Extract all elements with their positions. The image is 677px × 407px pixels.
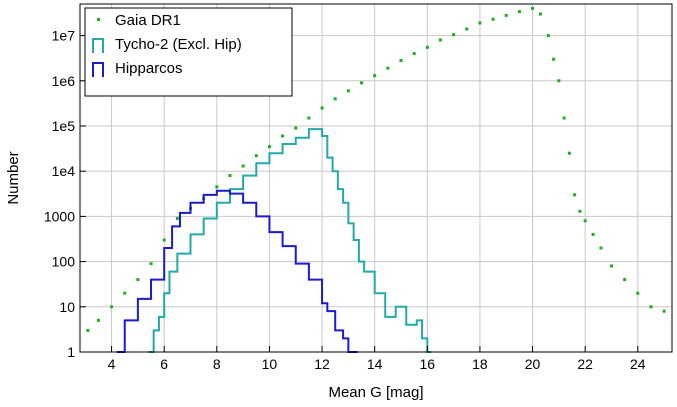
data-point [215, 185, 219, 189]
data-point [438, 38, 442, 42]
data-point [478, 21, 482, 25]
y-tick-label: 10 [59, 299, 75, 315]
data-point [562, 116, 566, 120]
x-tick-label: 12 [314, 356, 330, 372]
data-point [546, 34, 550, 38]
data-point [162, 238, 166, 242]
data-point [399, 59, 403, 63]
data-point [552, 57, 556, 61]
x-tick-label: 4 [108, 356, 116, 372]
data-point [649, 305, 653, 309]
legend-marker [92, 62, 104, 77]
series-tycho2 [148, 128, 432, 353]
x-tick-label: 14 [367, 356, 383, 372]
data-point [333, 97, 337, 101]
data-point [123, 291, 127, 295]
data-point [636, 291, 640, 295]
data-point [583, 219, 587, 223]
legend-label: Hipparcos [115, 60, 183, 77]
legend-items: Gaia DR1 Tycho-2 (Excl. Hip) Hipparcos [92, 12, 242, 77]
data-point [281, 134, 285, 138]
series-hipparcos [116, 189, 358, 353]
y-tick-label: 1000 [44, 208, 75, 224]
y-tick-label: 1 [67, 344, 75, 360]
data-point [538, 12, 542, 16]
y-tick-label: 1e6 [52, 73, 76, 89]
data-point [149, 262, 153, 266]
data-point [591, 232, 595, 236]
y-tick-label: 1e4 [52, 163, 76, 179]
data-point [373, 74, 377, 78]
data-point [517, 10, 521, 14]
series-layer [86, 6, 666, 353]
x-tick-label: 16 [420, 356, 436, 372]
y-tick-label: 1e7 [52, 28, 76, 44]
data-point [662, 309, 666, 313]
data-point [320, 106, 324, 110]
data-point [599, 246, 603, 250]
data-point [110, 305, 114, 309]
data-point [86, 328, 90, 332]
data-point [267, 145, 271, 149]
data-point [573, 193, 577, 197]
x-tick-label: 22 [577, 356, 593, 372]
data-point [228, 174, 232, 178]
x-tick-label: 18 [472, 356, 488, 372]
data-point [175, 216, 179, 220]
data-point [425, 45, 429, 49]
data-point [241, 164, 245, 168]
data-point [567, 151, 571, 155]
x-axis-label: Mean G [mag] [328, 384, 423, 401]
data-point [307, 116, 311, 120]
data-point [465, 27, 469, 31]
data-point [412, 52, 416, 56]
data-point [504, 13, 508, 17]
x-tick-label: 24 [630, 356, 646, 372]
data-point [346, 89, 350, 93]
data-point [294, 126, 298, 130]
data-point [360, 81, 364, 85]
y-tick-label: 100 [52, 254, 76, 270]
legend: Gaia DR1 Tycho-2 (Excl. Hip) Hipparcos [84, 7, 293, 97]
data-point [386, 66, 390, 70]
data-point [491, 17, 495, 21]
y-tick-label: 1e5 [52, 118, 76, 134]
data-point [623, 278, 627, 282]
x-tick-label: 10 [262, 356, 278, 372]
data-point [557, 79, 561, 83]
data-point [452, 33, 456, 37]
ticks: 4 6 8 10 12 14 16 18 20 22 24 1 10 100 1000 1e4 1e5 1e6 1e… [44, 28, 646, 372]
data-point [609, 264, 613, 268]
y-axis-label: Number [5, 151, 22, 204]
data-point [578, 209, 582, 213]
legend-label: Tycho-2 (Excl. Hip) [115, 36, 242, 53]
legend-label: Gaia DR1 [115, 12, 181, 29]
legend-marker [92, 38, 104, 53]
plot-frame [79, 3, 673, 353]
grid [80, 4, 672, 352]
legend-marker [97, 18, 100, 21]
data-point [254, 154, 258, 158]
series-gaia-dr1 [86, 6, 666, 332]
data-point [96, 318, 100, 322]
x-tick-label: 6 [160, 356, 168, 372]
x-tick-label: 20 [525, 356, 541, 372]
legend-box [84, 7, 293, 97]
x-tick-label: 8 [213, 356, 221, 372]
data-point [136, 278, 140, 282]
data-point [531, 6, 535, 10]
